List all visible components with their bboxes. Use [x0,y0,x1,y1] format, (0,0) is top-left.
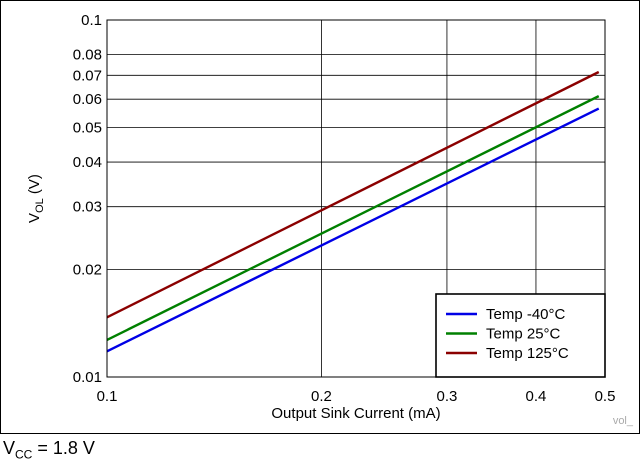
y-tick-label: 0.08 [73,47,102,64]
x-tick-label: 0.2 [311,388,332,405]
x-tick-label: 0.4 [526,388,547,405]
chart-frame: 0.01 0.02 0.03 0.04 0.05 0.06 0.07 0.08 0.1 0.1 0… [0,0,640,434]
y-tick-label: 0.03 [73,199,102,216]
series-line [106,107,600,353]
y-axis-label: VOL (V) [26,174,46,223]
y-tick-label: 0.04 [73,154,102,171]
legend-label: Temp 25°C [486,326,561,343]
y-tick-label: 0.1 [81,12,102,29]
plot-area-border [106,19,606,378]
y-tick-label: 0.01 [73,369,102,386]
footnote-main: V [3,438,16,458]
series-line [106,70,600,319]
y-tick-labels: 0.01 0.02 0.03 0.04 0.05 0.06 0.07 0.08 0.1 [73,12,102,386]
series-lines [106,70,600,353]
footnote-sub: CC [15,447,33,462]
legend-label: Temp 125°C [486,345,569,362]
y-tick-label: 0.07 [73,67,102,84]
legend: Temp -40°C Temp 25°C Temp 125°C [435,293,606,378]
y-tick-label: 0.06 [73,91,102,108]
legend-box [435,293,606,378]
y-tick-label: 0.05 [73,119,102,136]
legend-label: Temp -40°C [486,306,566,323]
series-line [106,95,600,342]
y-axis-label-unit: (V) [26,174,43,198]
vcc-footnote: VCC = 1.8 V [3,438,95,462]
chart: 0.010.020.030.040.050.060.070.080.1 0.1 0… [26,12,634,427]
y-tick-label: 0.02 [73,262,102,279]
footnote-rest: = 1.8 V [32,438,95,458]
x-axis-label: Output Sink Current (mA) [271,405,440,422]
y-axis-label-main: V [26,213,43,223]
x-tick-label: 0.5 [595,388,616,405]
x-tick-labels: 0.1 0.2 0.3 0.4 0.5 [97,388,616,405]
y-axis-label-sub: OL [34,198,46,213]
x-tick-label: 0.3 [437,388,458,405]
x-tick-label: 0.1 [97,388,118,405]
watermark-label: vol_ [613,415,634,427]
